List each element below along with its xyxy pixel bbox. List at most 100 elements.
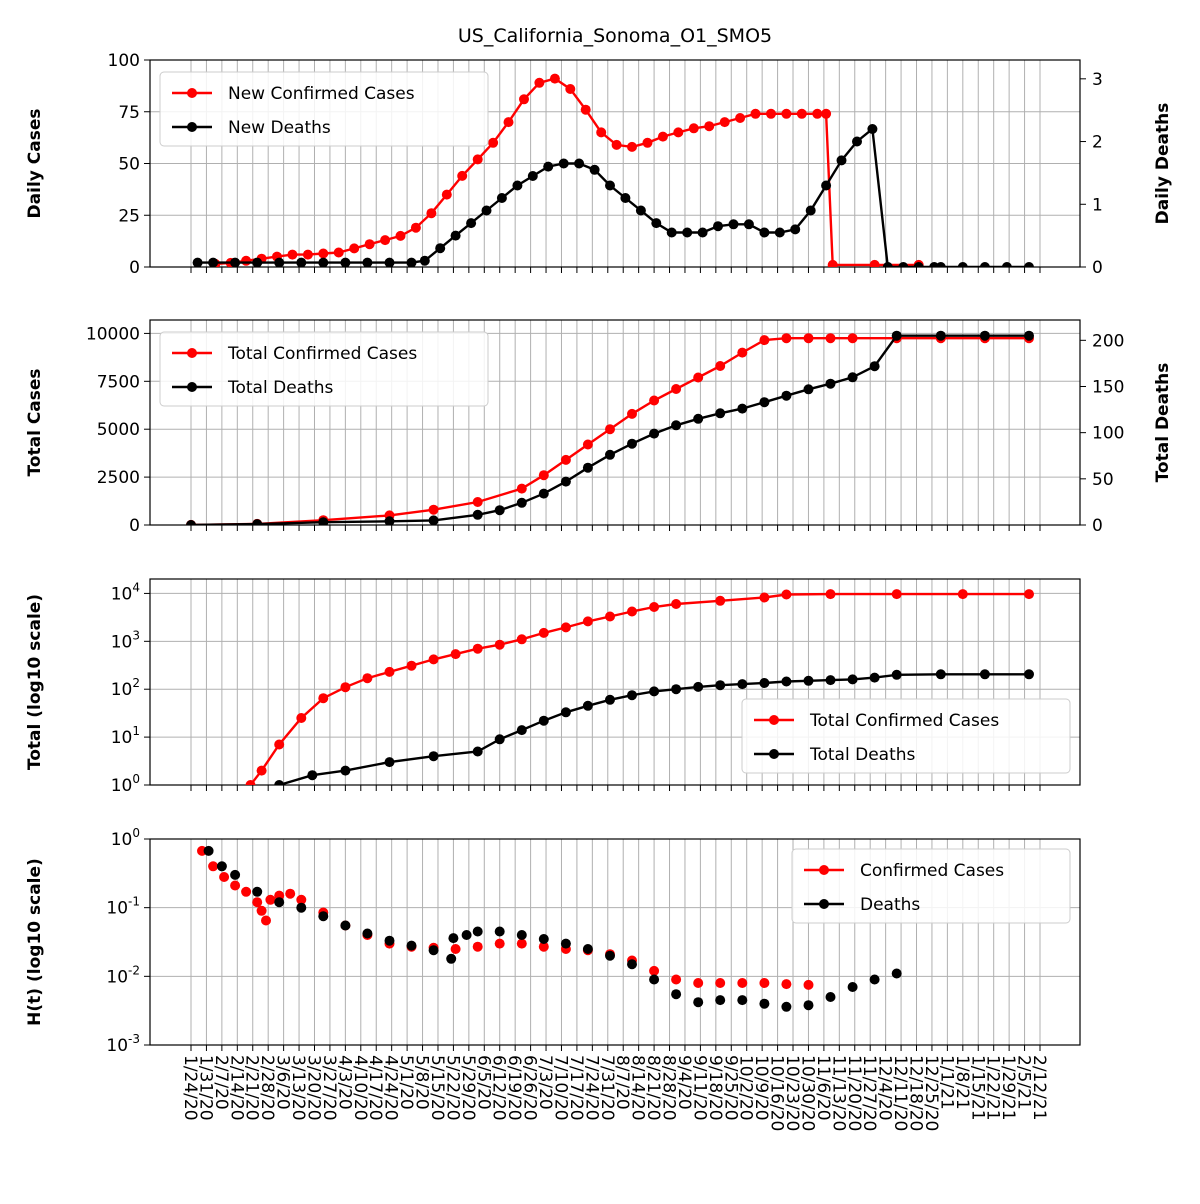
data-point <box>472 746 483 757</box>
y-axis-label-right: Total Deaths <box>1153 363 1173 483</box>
x-tick-label: 1/31/20 <box>195 1055 215 1121</box>
data-point <box>428 654 439 665</box>
data-point <box>673 127 684 138</box>
legend: Total Confirmed Cases Total Deaths <box>159 331 489 407</box>
data-point <box>666 227 677 238</box>
data-point <box>605 694 615 705</box>
data-point <box>252 257 263 267</box>
legend-label: Total Deaths <box>809 745 916 765</box>
panel-1: 0 25 50 75 100 0 1 2 3 Daily Cases Daily Deaths US_… <box>25 25 1173 278</box>
data-point <box>362 673 373 684</box>
data-point <box>891 669 902 680</box>
data-point <box>318 248 329 259</box>
data-point <box>494 639 505 650</box>
data-point <box>759 978 770 988</box>
data-point <box>333 247 344 258</box>
legend-box <box>159 71 489 147</box>
x-tick-label: 9/25/20 <box>720 1055 740 1121</box>
data-point <box>891 589 902 600</box>
data-point <box>538 470 549 481</box>
data-point <box>296 257 307 267</box>
data-point <box>759 335 770 346</box>
x-tick-label: 6/5/20 <box>473 1055 493 1110</box>
y-right-tick-label: 100 <box>1092 424 1124 444</box>
data-point <box>538 941 549 952</box>
x-tick-label: 7/3/20 <box>535 1055 555 1110</box>
data-point <box>245 780 256 785</box>
data-point <box>735 113 746 123</box>
y-tick-label: 10-2 <box>106 963 140 987</box>
data-point <box>512 180 523 191</box>
x-tick-label: 6/26/20 <box>520 1055 540 1121</box>
data-point <box>847 674 858 685</box>
legend-marker <box>187 348 197 358</box>
x-tick-label: 9/11/20 <box>689 1055 709 1121</box>
data-point <box>461 930 472 940</box>
data-point <box>448 933 459 944</box>
data-point <box>759 592 770 603</box>
data-point <box>340 682 351 693</box>
x-tick-label: 7/17/20 <box>566 1055 586 1121</box>
y-tick-label: 10-1 <box>106 895 140 919</box>
data-point <box>472 941 483 952</box>
grid <box>150 579 1080 786</box>
data-point <box>671 684 682 695</box>
data-point <box>406 257 417 267</box>
legend-marker <box>819 865 829 875</box>
data-point <box>426 208 437 219</box>
legend-label: Total Confirmed Cases <box>809 711 999 731</box>
data-point <box>867 124 878 134</box>
data-point <box>534 77 545 88</box>
data-point <box>605 611 615 622</box>
data-point <box>627 408 637 419</box>
data-point <box>693 997 704 1008</box>
x-tick-label: 12/25/20 <box>921 1055 941 1131</box>
x-tick-label: 11/6/20 <box>813 1055 833 1121</box>
data-point <box>256 765 267 776</box>
data-point <box>803 333 814 344</box>
series-group <box>245 589 1034 785</box>
y-tick-label: 2500 <box>97 468 140 488</box>
data-point <box>516 497 527 508</box>
data-point <box>384 666 395 677</box>
data-point <box>715 978 726 988</box>
data-point <box>649 965 660 976</box>
panel-2: 0 2500 5000 7500 10000 0 50 100 150 200 Total Case… <box>25 319 1173 536</box>
data-point <box>208 861 219 872</box>
data-point <box>230 880 241 891</box>
x-tick-label: 4/24/20 <box>381 1055 401 1121</box>
data-point <box>457 170 468 181</box>
data-point <box>935 669 946 680</box>
data-point <box>565 84 576 94</box>
data-point <box>605 449 615 460</box>
legend-marker <box>769 715 779 725</box>
y-right-tick-label: 0 <box>1092 258 1103 278</box>
x-tick-label: 4/10/20 <box>350 1055 370 1121</box>
data-point <box>582 439 593 450</box>
data-point <box>503 117 514 128</box>
x-tick-label: 11/13/20 <box>828 1055 848 1131</box>
data-point <box>737 403 748 414</box>
data-point <box>287 249 298 260</box>
series-line-1 <box>249 592 1029 785</box>
data-point <box>560 707 571 718</box>
data-point <box>241 255 252 266</box>
x-tick-label: 6/12/20 <box>489 1055 509 1121</box>
y-tick-label: 104 <box>111 580 140 604</box>
data-point <box>825 333 836 344</box>
y-tick-label: 102 <box>111 676 140 700</box>
data-point <box>671 974 682 985</box>
series-group <box>186 330 1034 525</box>
data-point <box>737 995 748 1006</box>
data-point <box>516 725 527 736</box>
data-point <box>605 424 615 435</box>
x-tick-label: 10/23/20 <box>782 1055 802 1131</box>
data-point <box>340 920 351 931</box>
data-point <box>560 476 571 487</box>
data-point <box>395 230 406 241</box>
data-point <box>538 627 549 638</box>
data-point <box>543 161 554 172</box>
data-point <box>340 257 351 267</box>
data-point <box>627 959 637 970</box>
